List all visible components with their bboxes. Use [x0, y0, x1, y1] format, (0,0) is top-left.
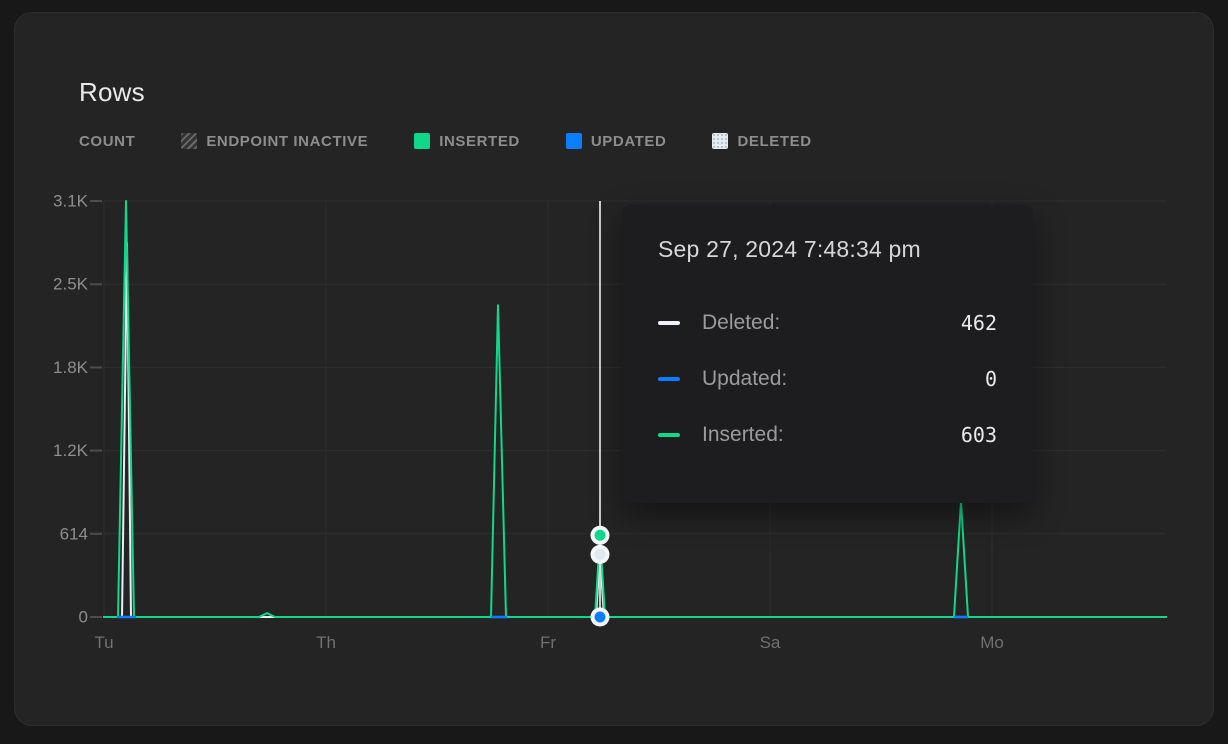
legend-item-label: INSERTED [439, 132, 520, 150]
y-tick-label: 3.1K [53, 192, 89, 211]
legend-item-deleted[interactable]: DELETED [712, 133, 811, 150]
inserted-dash-icon [658, 433, 680, 437]
tooltip-row-inserted: Inserted: 603 [658, 423, 997, 447]
cursor-dot-deleted [594, 548, 606, 560]
updated-dash-icon [658, 377, 680, 381]
y-tick-label: 614 [60, 524, 88, 543]
tooltip-row-deleted: Deleted: 462 [658, 311, 997, 335]
page-title: Rows [79, 77, 145, 107]
y-tick-label: 0 [79, 608, 88, 627]
legend-item-label: ENDPOINT INACTIVE [206, 132, 369, 150]
hatched-swatch-icon [181, 133, 198, 149]
x-tick-label: Fr [540, 633, 556, 652]
tooltip-row-value: 0 [984, 367, 997, 391]
y-tick-label: 1.2K [53, 441, 89, 460]
chart-tooltip: Sep 27, 2024 7:48:34 pm Deleted: 462 Upd… [622, 205, 1033, 503]
legend-item-label: DELETED [737, 132, 812, 150]
tooltip-row-label: Deleted: [702, 311, 781, 334]
tooltip-row-label: Inserted: [702, 423, 784, 446]
inserted-swatch-icon [414, 133, 431, 149]
legend-item-label: UPDATED [590, 132, 667, 150]
x-tick-label: Mo [980, 633, 1004, 652]
chart-legend: COUNT ENDPOINT INACTIVE INSERTED UPDATED… [79, 130, 812, 152]
updated-swatch-icon [565, 133, 582, 149]
x-tick-label: Sa [760, 633, 781, 652]
legend-item-inserted[interactable]: INSERTED [414, 133, 520, 150]
cursor-dot-inserted [594, 529, 606, 541]
tooltip-row-updated: Updated: 0 [658, 367, 997, 391]
x-tick-label: Tu [94, 633, 113, 652]
tooltip-row-label: Updated: [702, 367, 788, 390]
series-line-inserted [103, 200, 1167, 618]
cursor-dot-updated [594, 611, 606, 623]
deleted-dash-icon [658, 321, 680, 325]
legend-item-updated[interactable]: UPDATED [565, 132, 667, 150]
y-tick-label: 2.5K [53, 275, 89, 294]
deleted-swatch-icon [712, 133, 729, 149]
tooltip-timestamp: Sep 27, 2024 7:48:34 pm [658, 236, 921, 262]
tooltip-row-value: 603 [960, 423, 997, 447]
x-tick-label: Th [316, 633, 336, 652]
legend-item-endpoint-inactive[interactable]: ENDPOINT INACTIVE [181, 133, 368, 150]
tooltip-row-value: 462 [960, 311, 997, 335]
y-tick-label: 1.8K [53, 358, 89, 377]
legend-count-label: COUNT [79, 132, 136, 150]
